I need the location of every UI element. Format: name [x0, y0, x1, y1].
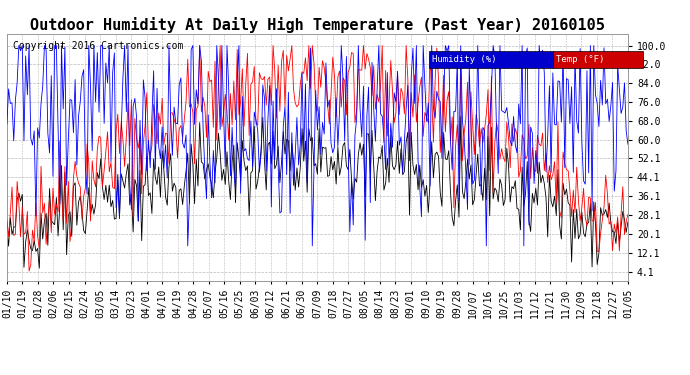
- Title: Outdoor Humidity At Daily High Temperature (Past Year) 20160105: Outdoor Humidity At Daily High Temperatu…: [30, 16, 605, 33]
- Text: Temp (°F): Temp (°F): [556, 55, 605, 64]
- Text: Humidity (%): Humidity (%): [432, 55, 497, 64]
- FancyBboxPatch shape: [553, 51, 644, 68]
- FancyBboxPatch shape: [429, 51, 553, 68]
- Text: Copyright 2016 Cartronics.com: Copyright 2016 Cartronics.com: [13, 41, 184, 51]
